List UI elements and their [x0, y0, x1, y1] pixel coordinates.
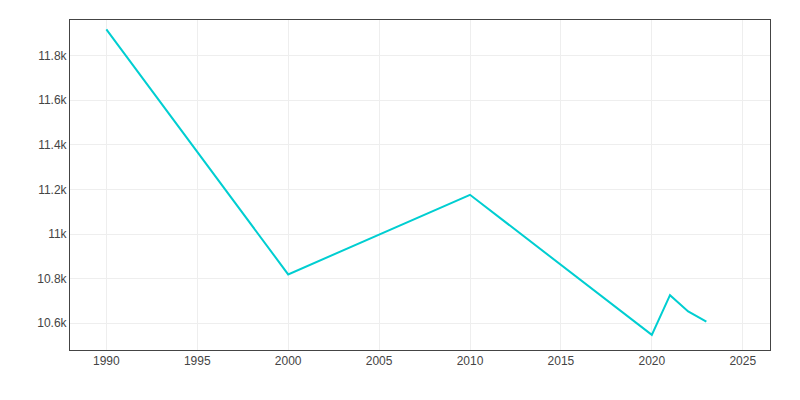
svg-text:1990: 1990: [93, 354, 120, 368]
svg-text:1995: 1995: [184, 354, 211, 368]
svg-text:11.2k: 11.2k: [38, 183, 67, 197]
svg-text:11.6k: 11.6k: [38, 93, 67, 107]
svg-text:10.8k: 10.8k: [37, 272, 67, 286]
svg-text:2000: 2000: [275, 354, 302, 368]
svg-text:10.6k: 10.6k: [37, 316, 67, 330]
svg-text:2005: 2005: [366, 354, 393, 368]
svg-text:2015: 2015: [548, 354, 575, 368]
svg-text:2020: 2020: [638, 354, 665, 368]
svg-text:11.8k: 11.8k: [38, 49, 67, 63]
svg-text:2010: 2010: [457, 354, 484, 368]
svg-text:2025: 2025: [729, 354, 756, 368]
svg-text:11.4k: 11.4k: [38, 138, 67, 152]
svg-text:11k: 11k: [48, 227, 67, 241]
